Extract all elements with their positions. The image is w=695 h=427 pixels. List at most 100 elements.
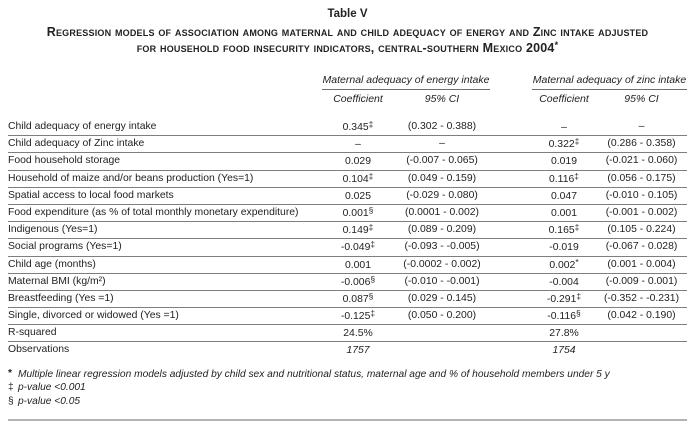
zinc-ci-value: (-0.010 - 0.105) [605,189,678,201]
energy-coefficient-value: 1757 [322,342,394,358]
coefficient-number: – [561,122,567,133]
table-row: Single, divorced or widowed (Yes =1) -0.1… [8,308,687,326]
energy-coefficient-value: -0.049‡ [322,239,394,255]
coefficient-number: 0.019 [550,156,577,168]
significance-marker: ‡ [370,308,376,319]
row-label: Spatial access to local food markets [8,189,174,201]
coefficient-number: -0.125 [340,311,371,323]
coefficient-number: -0.291 [546,293,577,305]
energy-ci-value: (0.050 - 0.200) [407,310,477,322]
spacer [490,291,532,307]
subheader-zinc-ci: 95% CI [624,93,659,105]
coefficient-number: 0.001 [344,259,371,271]
spacer [490,205,532,221]
column-group-header-row: Maternal adequacy of energy intake Mater… [8,74,687,90]
spacer [490,308,532,324]
row-label: Food expenditure (as % of total monthly … [8,206,299,218]
coefficient-number: 0.345 [342,122,369,133]
coefficient-number: – [355,139,361,151]
energy-ci-value [394,342,490,358]
energy-coefficient-value: 0.149‡ [322,222,394,238]
coefficient-number: 0.149 [342,225,369,237]
subheader-energy-coefficient: Coefficient [333,93,383,105]
energy-ci-value: (-0.093 - -0.005) [404,241,480,253]
coefficient-number: 0.047 [550,190,577,202]
zinc-ci-value [596,342,687,358]
column-subheader-row: Coefficient 95% CI Coefficient 95% CI [8,90,687,106]
zinc-coefficient-value: 0.116‡ [532,171,596,187]
zinc-ci-value: (-0.352 - -0.231) [603,292,680,304]
row-label: Household of maize and/or beans producti… [8,172,254,184]
zinc-coefficient-value: -0.116§ [532,308,596,324]
zinc-coefficient-value: 0.322‡ [532,136,596,152]
spacer [8,90,322,106]
table-title-line2: for household food insecurity indicators… [136,41,555,55]
energy-coefficient-value: 0.345‡ [322,119,394,135]
zinc-coefficient-value: 0.002* [532,257,596,273]
zinc-ci-value: (0.042 - 0.190) [607,310,676,322]
energy-ci-value: – [439,138,445,150]
coefficient-number: 0.001 [342,207,369,219]
row-label: Breastfeeding (Yes =1) [8,292,114,304]
footnote-marker: * [8,367,12,379]
energy-coefficient-value: 0.025 [322,188,394,204]
regression-table: Maternal adequacy of energy intake Mater… [8,74,687,359]
significance-marker: ‡ [574,136,580,147]
significance-marker: * [575,256,579,267]
footnote-line: * Multiple linear regression models adjus… [8,368,687,382]
column-group-energy: Maternal adequacy of energy intake [322,74,490,90]
footnote-marker: § [8,395,14,407]
zinc-coefficient-value: 0.001 [532,205,596,221]
table-row: Maternal BMI (kg/m²) -0.006§ (-0.010 - -0.… [8,274,687,291]
coefficient-number: 0.025 [344,190,371,202]
coefficient-number: 1754 [552,345,576,357]
significance-marker: § [370,273,376,284]
table-row: Child age (months) 0.001 (-0.0002 - 0.002)… [8,257,687,274]
energy-coefficient-value: 0.104‡ [322,171,394,187]
coefficient-number: 0.104 [342,173,369,185]
row-label: Social programs (Yes=1) [8,241,122,253]
energy-ci-value: (0.029 - 0.145) [407,292,477,304]
zinc-coefficient-value: 0.019 [532,153,596,169]
footnote-line: § p-value <0.05 [8,395,687,409]
footnote-text: Multiple linear regression models adjust… [18,368,610,380]
coefficient-number: 1757 [346,345,370,357]
spacer [490,257,532,273]
footnote-text: p-value <0.001 [18,382,86,394]
bottom-rule [8,419,687,422]
energy-ci-value: (0.0001 - 0.002) [405,206,479,218]
coefficient-number: 27.8% [549,328,579,340]
subheader-energy-ci: 95% CI [424,93,460,105]
energy-coefficient-value: 0.001§ [322,205,394,221]
significance-marker: § [575,308,581,319]
energy-ci-value [394,325,490,341]
table-row: Spatial access to local food markets 0.02… [8,188,687,205]
energy-ci-value: (0.089 - 0.209) [407,224,477,236]
zinc-ci-value: (-0.001 - 0.002) [605,206,678,218]
coefficient-number: 0.029 [344,156,371,168]
row-label: R-squared [8,327,57,339]
energy-coefficient-value: -0.006§ [322,274,394,290]
spacer [8,74,322,90]
subheader-zinc-coefficient: Coefficient [539,93,589,105]
significance-marker: § [368,204,374,215]
energy-coefficient-value: 0.029 [322,153,394,169]
energy-coefficient-value: – [322,136,394,152]
table-row: Household of maize and/or beans producti… [8,171,687,188]
spacer [490,171,532,187]
significance-marker: ‡ [576,290,582,301]
significance-marker: ‡ [368,119,374,129]
table-row: Indigenous (Yes=1) 0.149‡ (0.089 - 0.209) 0… [8,222,687,240]
row-label: Food household storage [8,155,121,167]
row-label: Child age (months) [8,258,96,270]
row-label: Child adequacy of Zinc intake [8,138,145,150]
column-group-zinc: Maternal adequacy of zinc intake [532,74,687,90]
zinc-coefficient-value: 27.8% [532,325,596,341]
energy-coefficient-value: -0.125‡ [322,308,394,324]
zinc-ci-value: (-0.009 - 0.001) [605,275,678,287]
zinc-ci-value: (-0.067 - 0.028) [605,241,678,253]
zinc-ci-value: (0.286 - 0.358) [607,138,676,150]
footnote-text: p-value <0.05 [18,395,81,407]
footnote-marker: ‡ [8,382,14,394]
spacer [490,136,532,152]
